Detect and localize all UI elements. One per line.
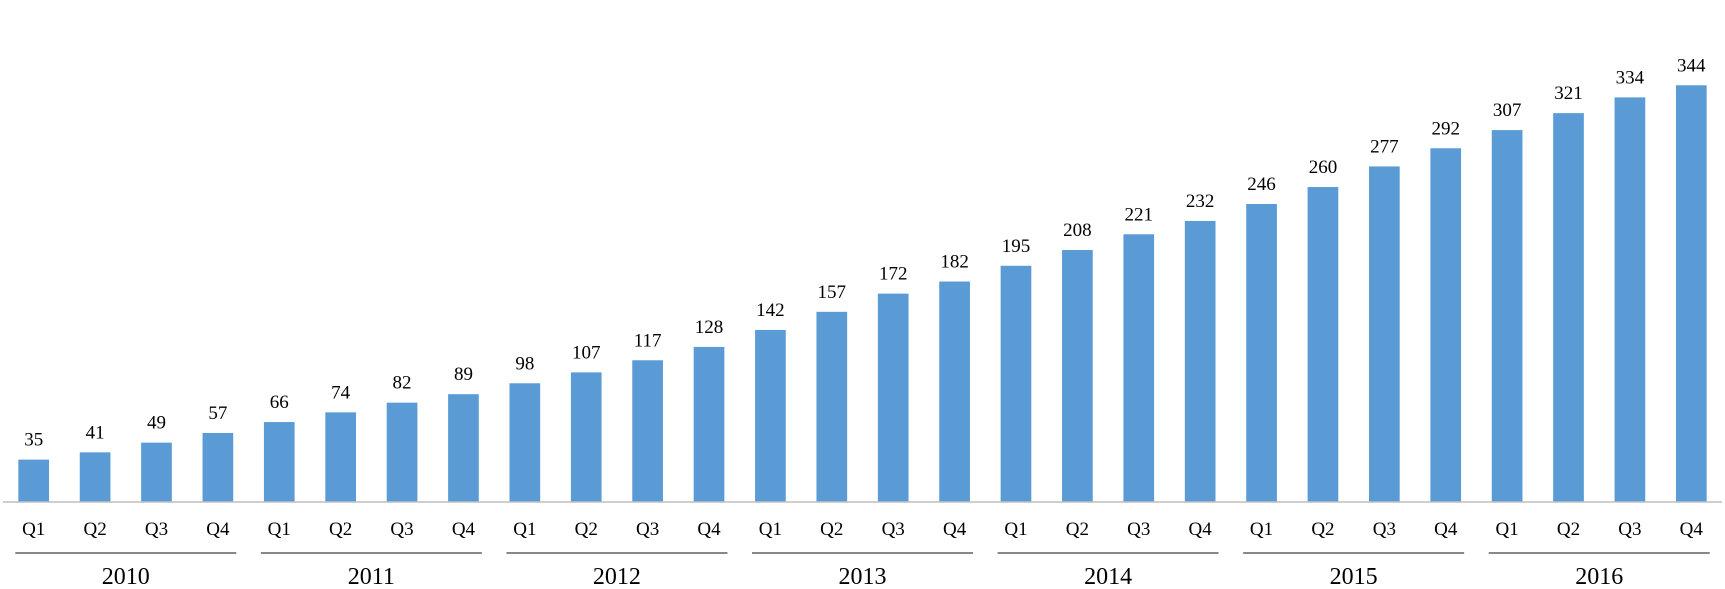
data-label: 107 — [572, 342, 601, 363]
bar — [1368, 166, 1400, 503]
data-label: 35 — [24, 430, 43, 451]
data-label: 74 — [331, 382, 351, 403]
data-label: 307 — [1493, 100, 1522, 121]
quarter-tick-label: Q1 — [759, 519, 782, 540]
bar — [816, 311, 848, 502]
bar — [570, 372, 602, 502]
quarter-tick-label: Q2 — [1066, 519, 1089, 540]
value-labels-layer: 35 41 49 57 66 74 82 89 98 107 117 128 142 157 172 182 1… — [24, 55, 1706, 450]
data-label: 142 — [756, 300, 785, 321]
bar — [939, 281, 970, 502]
data-label: 128 — [695, 317, 724, 338]
quarter-tick-label: Q4 — [1189, 519, 1213, 540]
year-group-label: 2013 — [839, 564, 887, 589]
data-label: 260 — [1309, 157, 1338, 178]
bar — [1000, 265, 1032, 502]
data-label: 157 — [818, 282, 847, 303]
bar — [632, 360, 663, 502]
quarter-tick-label: Q2 — [1311, 519, 1334, 540]
data-label: 344 — [1677, 55, 1706, 76]
bar — [509, 383, 541, 502]
quarter-labels-layer: Q1 Q2 Q3 Q4 Q1 Q2 Q3 Q4 Q1 Q2 Q3 Q4 Q1 Q2 Q3 Q4 Q1 Q2 Q3 Q4… — [22, 519, 1703, 540]
bar — [18, 459, 50, 502]
quarter-tick-label: Q2 — [820, 519, 843, 540]
data-label: 172 — [879, 264, 908, 285]
quarter-tick-label: Q3 — [1127, 519, 1150, 540]
quarter-tick-label: Q2 — [329, 519, 352, 540]
year-group-label: 2012 — [593, 564, 641, 589]
bar — [79, 452, 111, 502]
data-label: 82 — [393, 373, 412, 394]
quarter-tick-label: Q4 — [697, 519, 721, 540]
data-label: 195 — [1002, 236, 1031, 257]
quarter-tick-label: Q4 — [206, 519, 230, 540]
bar — [386, 402, 418, 502]
year-group-label: 2011 — [348, 564, 395, 589]
quarter-tick-label: Q3 — [882, 519, 905, 540]
quarter-tick-label: Q1 — [1250, 519, 1273, 540]
year-groups-layer: 2010 2011 2012 2013 2014 2015 2016 — [15, 552, 1710, 589]
year-group-label: 2016 — [1575, 564, 1623, 589]
bar — [202, 432, 234, 502]
data-label: 232 — [1186, 191, 1215, 212]
data-label: 117 — [634, 330, 662, 351]
year-group-label: 2015 — [1330, 564, 1378, 589]
quarter-tick-label: Q4 — [1680, 519, 1704, 540]
quarter-tick-label: Q2 — [83, 519, 106, 540]
data-label: 41 — [86, 422, 105, 443]
data-label: 292 — [1431, 118, 1460, 139]
quarter-tick-label: Q1 — [513, 519, 536, 540]
data-label: 66 — [270, 392, 289, 413]
bar — [1123, 234, 1155, 502]
bar — [1553, 113, 1584, 502]
quarter-tick-label: Q2 — [1557, 519, 1580, 540]
bar — [448, 394, 479, 502]
bar — [1246, 203, 1277, 502]
year-group-label: 2010 — [102, 564, 150, 589]
bar — [141, 442, 172, 502]
quarter-tick-label: Q4 — [943, 519, 967, 540]
quarter-tick-label: Q1 — [1004, 519, 1027, 540]
quarter-tick-label: Q1 — [268, 519, 291, 540]
quarter-tick-label: Q3 — [390, 519, 413, 540]
bar — [693, 346, 725, 502]
bar — [1614, 97, 1646, 502]
data-label: 334 — [1616, 67, 1645, 88]
bar — [1675, 85, 1707, 503]
bar — [1184, 220, 1216, 502]
quarter-tick-label: Q2 — [575, 519, 598, 540]
data-label: 182 — [940, 252, 969, 273]
data-label: 277 — [1370, 136, 1399, 157]
quarter-tick-label: Q3 — [1373, 519, 1396, 540]
quarter-tick-label: Q1 — [1496, 519, 1519, 540]
bar — [1307, 187, 1339, 502]
data-label: 221 — [1125, 204, 1154, 225]
data-label: 57 — [208, 403, 227, 424]
bar — [755, 329, 786, 502]
data-label: 49 — [147, 413, 166, 434]
year-group-label: 2014 — [1084, 564, 1132, 589]
quarter-tick-label: Q3 — [145, 519, 168, 540]
data-label: 208 — [1063, 220, 1092, 241]
data-label: 321 — [1554, 83, 1583, 104]
data-label: 246 — [1247, 174, 1276, 195]
bar — [1430, 148, 1462, 502]
bar — [1062, 250, 1093, 502]
quarter-tick-label: Q3 — [1618, 519, 1641, 540]
quarter-tick-label: Q4 — [1434, 519, 1458, 540]
quarter-tick-label: Q1 — [22, 519, 45, 540]
data-label: 98 — [515, 353, 534, 374]
bar — [263, 422, 295, 502]
data-label: 89 — [454, 364, 473, 385]
bars-layer — [18, 85, 1707, 503]
bar — [1491, 130, 1523, 502]
bar — [877, 293, 909, 502]
quarter-tick-label: Q3 — [636, 519, 659, 540]
quarter-tick-label: Q4 — [452, 519, 476, 540]
bar — [325, 412, 357, 502]
